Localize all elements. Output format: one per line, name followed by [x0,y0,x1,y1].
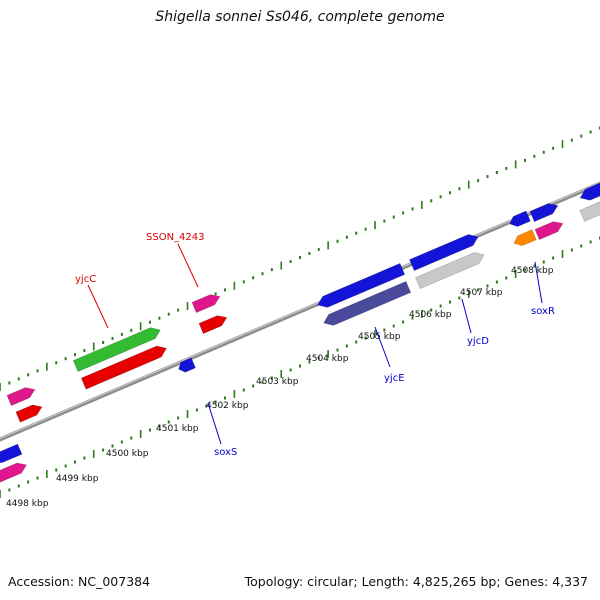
gene-arrow-red [80,345,167,390]
gene-arrow-magenta [6,387,36,406]
gene-label-leaders [87,243,543,445]
leader-line [534,261,543,304]
gene-label-yjce: yjcE [384,373,405,384]
scale-label: 4504 kbp [306,354,349,364]
leader-line [177,243,199,288]
gene-label-soxs: soxS [214,447,237,458]
inner-tick-ring [0,236,600,498]
scale-label: 4506 kbp [409,310,452,320]
scale-label: 4502 kbp [206,401,249,411]
accession-label: Accession: NC_007384 [8,574,151,589]
gene-arrow-magenta [534,221,564,240]
scale-label: 4503 kbp [256,377,299,387]
gene-arrow-yjcd [409,234,479,271]
gene-arrow-magenta [0,462,28,483]
leader-line [461,298,472,334]
gene-arrow-yjce [323,281,412,326]
gene-label-soxr: soxR [531,306,555,317]
gene-label-sson-4243: SSON_4243 [146,232,205,243]
gene-arrow-gray [579,201,600,222]
gene-arrow-sson-4243 [191,294,221,313]
scale-label: 4498 kbp [6,499,49,509]
scale-label: 4499 kbp [56,474,99,484]
gene-arrow-soxr [513,229,537,247]
gene-label-yjcc: yjcC [75,274,96,285]
gene-arrow-blue [317,263,406,308]
scale-label: 4501 kbp [156,424,199,434]
gene-label-yjcd: yjcD [467,336,489,347]
gene-arrow-soxs [178,357,196,373]
scale-labels: 4498 kbp 4499 kbp 4500 kbp 4501 kbp 4502… [6,266,554,509]
scale-label: 4500 kbp [106,449,149,459]
map-title: Shigella sonnei Ss046, complete genome [155,9,445,25]
scale-label: 4505 kbp [358,332,401,342]
gene-arrow-red [198,315,228,334]
scale-label: 4508 kbp [511,266,554,276]
leader-line [87,284,109,329]
gene-arrow-blue [529,203,559,222]
gene-labels: SSON_4243 yjcC soxS yjcE yjcD soxR [75,232,555,458]
gene-arrow-blue [509,210,531,227]
gene-arrow-gray [415,252,485,289]
genome-summary: Topology: circular; Length: 4,825,265 bp… [244,574,588,589]
leader-line [207,402,222,445]
leader-line [374,326,391,368]
outer-tick-ring [0,126,600,391]
gene-arrow-blue [579,182,600,201]
gene-arrow-yjcc [72,327,161,372]
feature-arrows [0,182,600,483]
gene-arrow-red [15,404,43,423]
genome-backbone-highlight [0,181,600,440]
genome-backbone [0,181,600,442]
gene-arrow-blue [0,443,23,464]
scale-label: 4507 kbp [460,288,503,298]
